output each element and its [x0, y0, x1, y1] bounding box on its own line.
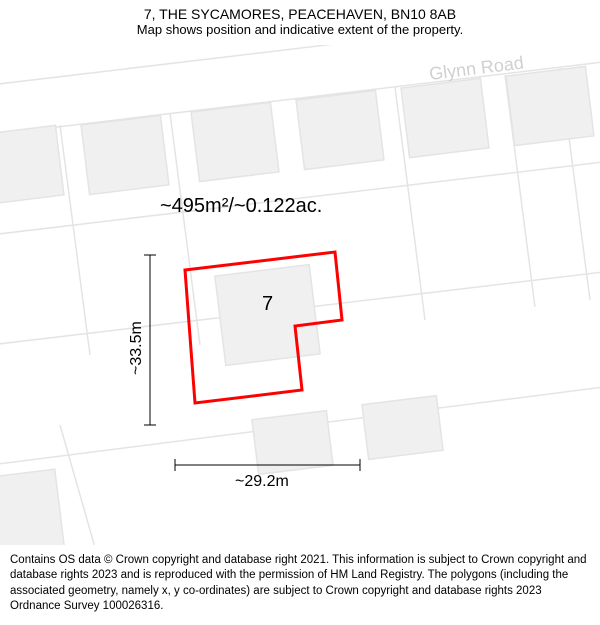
- page-title: 7, THE SYCAMORES, PEACEHAVEN, BN10 8AB: [10, 6, 590, 22]
- copyright-footer: Contains OS data © Crown copyright and d…: [0, 547, 600, 625]
- dimension-vertical: ~33.5m: [128, 321, 146, 375]
- buildings: [0, 66, 594, 545]
- map-canvas: Glynn Road: [0, 45, 600, 545]
- header: 7, THE SYCAMORES, PEACEHAVEN, BN10 8AB M…: [0, 0, 600, 39]
- house-number: 7: [262, 293, 273, 316]
- area-label: ~495m²/~0.122ac.: [160, 195, 322, 218]
- map-svg: Glynn Road: [0, 45, 600, 545]
- page-subtitle: Map shows position and indicative extent…: [10, 22, 590, 37]
- dimension-horizontal: ~29.2m: [235, 473, 289, 491]
